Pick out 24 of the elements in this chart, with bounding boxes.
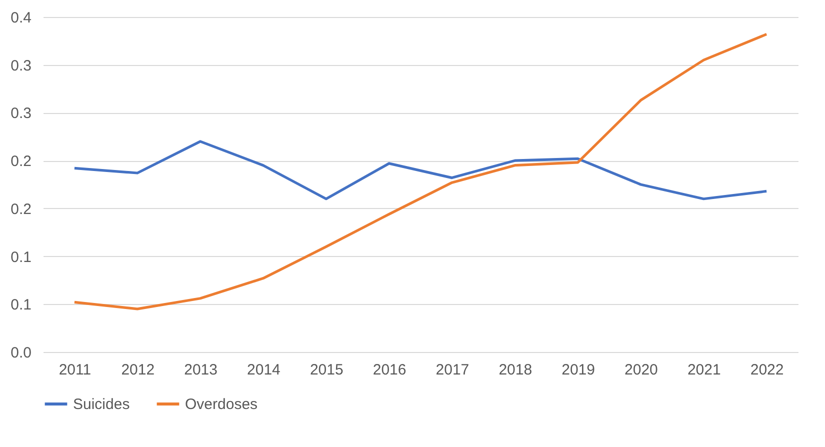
x-tick-label: 2012 <box>121 362 155 378</box>
x-tick-label: 2011 <box>58 362 92 378</box>
y-tick-label: 0.3 <box>10 57 32 74</box>
x-tick-label: 2013 <box>184 362 218 378</box>
x-tick-label: 2021 <box>687 362 721 378</box>
y-tick-label: 0.1 <box>10 296 32 314</box>
line-series <box>73 140 768 200</box>
x-tick-label: 2019 <box>562 362 595 378</box>
y-tick-label: 0.3 <box>10 105 32 122</box>
y-tick-label: 0.0 <box>10 344 32 362</box>
x-tick-label: 2017 <box>436 362 470 378</box>
x-tick-label: 2016 <box>372 362 406 378</box>
x-tick-label: 2015 <box>310 362 344 378</box>
y-tick-label: 0.2 <box>10 153 32 170</box>
x-tick-label: 2014 <box>247 362 280 378</box>
y-tick-label: 0.2 <box>10 200 32 218</box>
x-tick-label: 2018 <box>498 362 532 378</box>
x-tick-label: 2022 <box>750 362 784 378</box>
x-tick-label: 2020 <box>624 362 658 378</box>
y-tick-label: 0.1 <box>10 248 32 266</box>
legend-label: Overdoses <box>185 396 258 413</box>
legend-label: Suicides <box>73 396 130 413</box>
y-tick-label: 0.4 <box>10 10 32 26</box>
line-series <box>73 32 768 310</box>
